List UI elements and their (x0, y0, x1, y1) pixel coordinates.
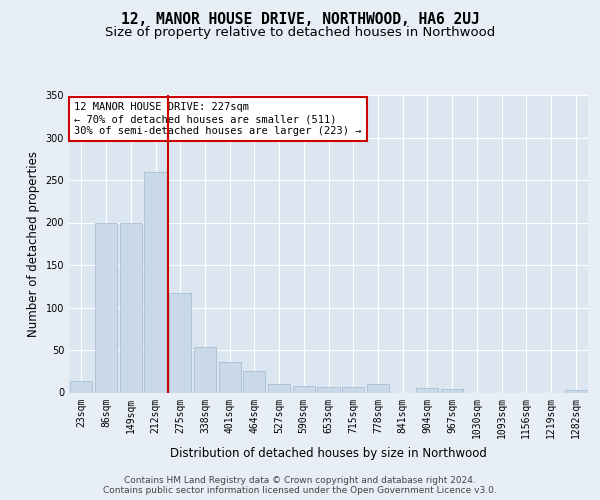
Bar (317, 386, 340, 392)
Bar (367, 384, 389, 392)
Bar (145, 172, 167, 392)
Bar (416, 388, 439, 392)
Bar (194, 348, 216, 393)
Bar (70, 382, 92, 392)
Text: 12, MANOR HOUSE DRIVE, NORTHWOOD, HA6 2UJ: 12, MANOR HOUSE DRIVE, NORTHWOOD, HA6 2U… (121, 12, 479, 28)
Bar (243, 371, 265, 392)
Bar (268, 384, 290, 392)
X-axis label: Distribution of detached houses by size in Northwood: Distribution of detached houses by size … (170, 447, 487, 460)
Bar (342, 386, 364, 392)
Bar (169, 293, 191, 392)
Text: 12 MANOR HOUSE DRIVE: 227sqm
← 70% of detached houses are smaller (511)
30% of s: 12 MANOR HOUSE DRIVE: 227sqm ← 70% of de… (74, 102, 362, 136)
Bar (441, 389, 463, 392)
Text: Contains HM Land Registry data © Crown copyright and database right 2024.
Contai: Contains HM Land Registry data © Crown c… (103, 476, 497, 495)
Bar (218, 362, 241, 392)
Bar (119, 222, 142, 392)
Y-axis label: Number of detached properties: Number of detached properties (27, 151, 40, 337)
Bar (565, 390, 587, 392)
Bar (95, 222, 117, 392)
Bar (293, 386, 315, 392)
Text: Size of property relative to detached houses in Northwood: Size of property relative to detached ho… (105, 26, 495, 39)
